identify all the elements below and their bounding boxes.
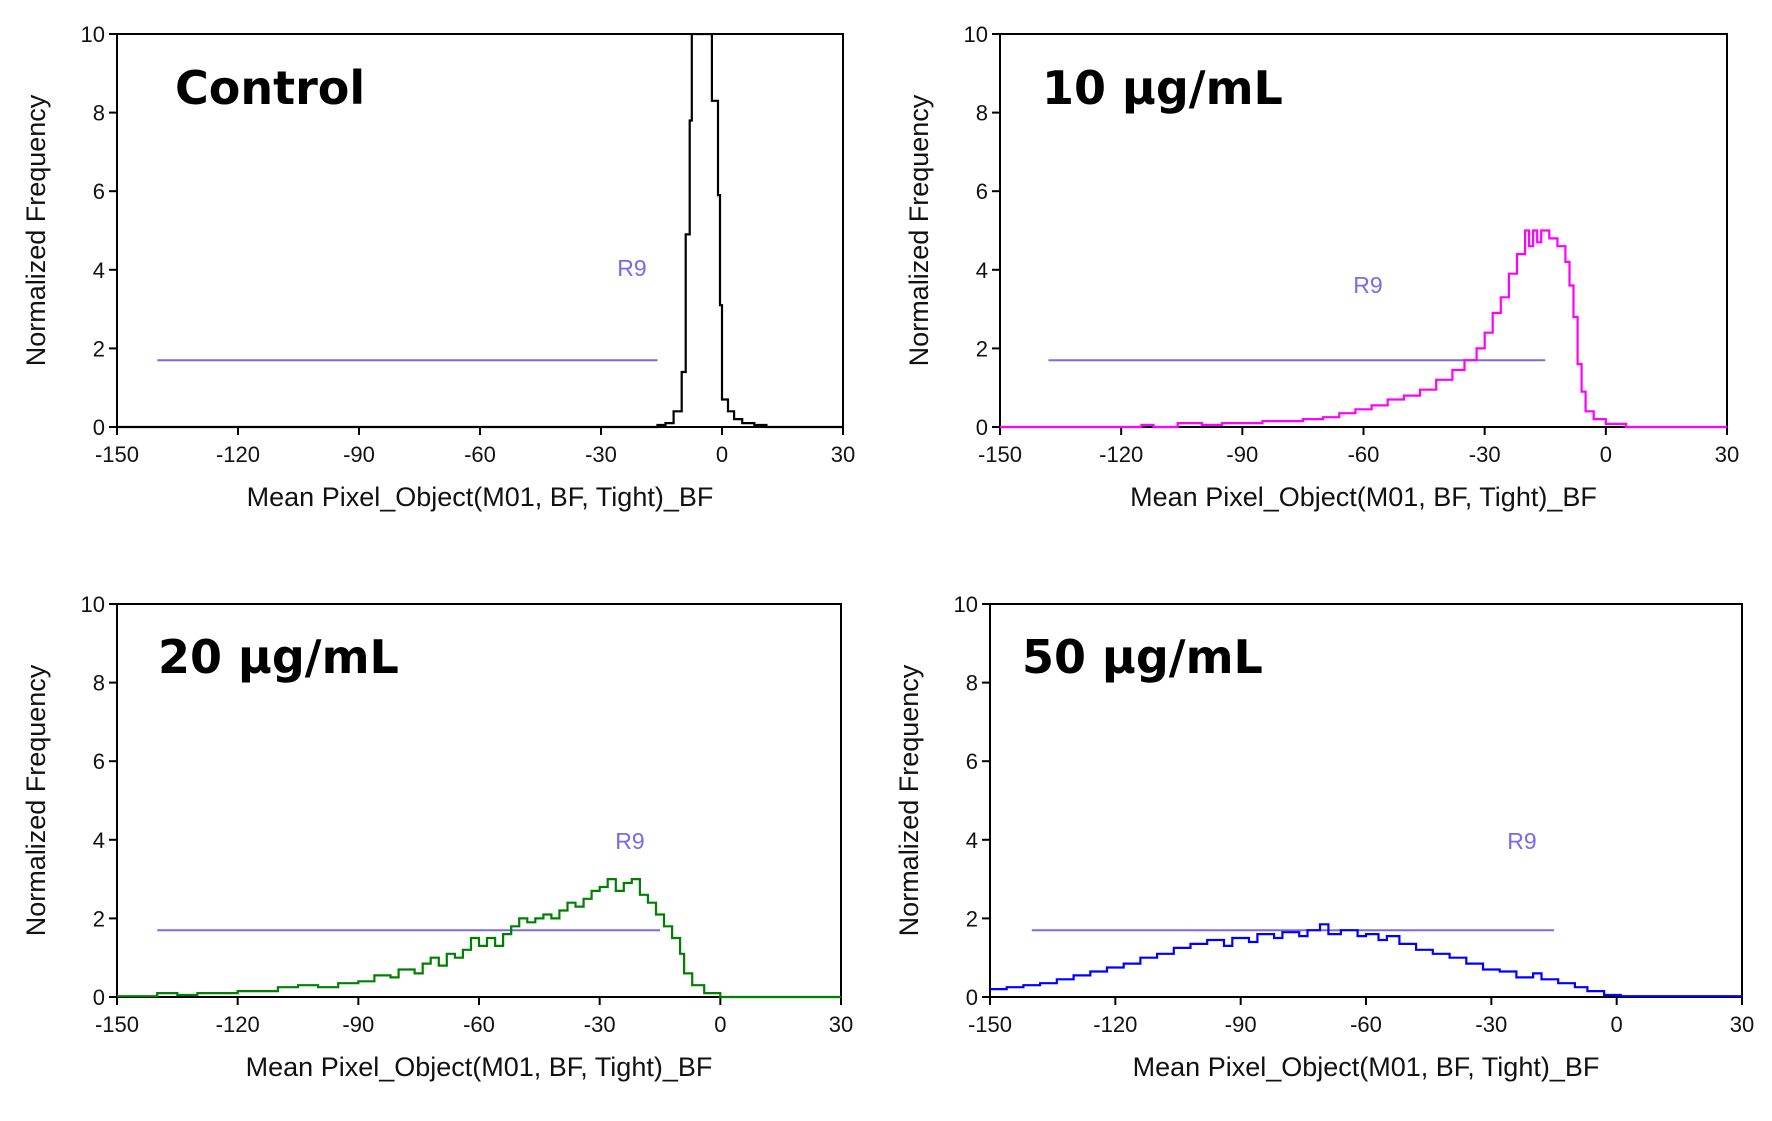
histogram-series <box>990 923 1742 998</box>
y-axis-label: Normalized Frequency <box>894 664 924 936</box>
x-tick-label: -30 <box>585 442 617 467</box>
region-label: R9 <box>1507 828 1536 854</box>
x-tick-label: -60 <box>464 442 496 467</box>
y-tick-label: 6 <box>93 179 105 204</box>
y-tick-label: 8 <box>93 101 105 126</box>
y-tick-label: 10 <box>81 22 105 47</box>
x-tick-label: -150 <box>95 1012 139 1037</box>
x-tick-label: 0 <box>1600 442 1612 467</box>
y-tick-label: 8 <box>966 671 978 696</box>
histogram-series <box>117 877 841 999</box>
x-tick-label: -150 <box>978 442 1022 467</box>
y-tick-label: 6 <box>966 749 978 774</box>
panel-title: Control <box>175 61 365 115</box>
x-tick-label: -90 <box>1225 1012 1257 1037</box>
panel-title: 50 µg/mL <box>1022 630 1263 684</box>
x-tick-label: -30 <box>1469 442 1501 467</box>
histogram-series <box>1000 229 1727 429</box>
x-tick-label: 30 <box>1715 442 1739 467</box>
y-tick-label: 4 <box>93 828 105 853</box>
x-tick-label: 30 <box>831 442 855 467</box>
y-tick-label: 10 <box>81 592 105 617</box>
y-tick-label: 6 <box>976 179 988 204</box>
y-tick-label: 8 <box>93 671 105 696</box>
x-tick-label: 0 <box>714 1012 726 1037</box>
x-tick-label: -90 <box>1226 442 1258 467</box>
y-tick-label: 8 <box>976 101 988 126</box>
y-axis-label: Normalized Frequency <box>21 664 51 936</box>
x-tick-label: -60 <box>1350 1012 1382 1037</box>
y-tick-label: 2 <box>976 336 988 361</box>
y-tick-label: 2 <box>966 906 978 931</box>
y-axis-label: Normalized Frequency <box>904 94 934 366</box>
x-tick-label: -30 <box>584 1012 616 1037</box>
y-tick-label: 10 <box>964 22 988 47</box>
y-tick-label: 4 <box>966 828 978 853</box>
x-axis-label: Mean Pixel_Object(M01, BF, Tight)_BF <box>247 482 714 512</box>
y-tick-label: 6 <box>93 749 105 774</box>
panel-title: 10 µg/mL <box>1042 61 1283 115</box>
x-tick-label: 30 <box>829 1012 853 1037</box>
x-tick-label: -120 <box>216 1012 260 1037</box>
x-tick-label: -90 <box>342 1012 374 1037</box>
panel-control: 0 2 4 6 8 10 -150 -120 -90 -60 -30 0 30 Mean Pixel_Ob… <box>21 22 855 512</box>
x-tick-label: -60 <box>463 1012 495 1037</box>
x-axis-label: Mean Pixel_Object(M01, BF, Tight)_BF <box>246 1052 713 1082</box>
x-tick-label: -30 <box>1475 1012 1507 1037</box>
y-tick-label: 0 <box>966 985 978 1010</box>
y-axis-label: Normalized Frequency <box>21 94 51 366</box>
panel-20-ug-ml: 0 2 4 6 8 10 -150 -120 -90 -60 -30 0 30 Mean Pixel_Ob… <box>21 592 853 1082</box>
y-tick-label: 10 <box>954 592 978 617</box>
y-tick-label: 4 <box>976 258 988 283</box>
x-tick-label: -60 <box>1348 442 1380 467</box>
histogram-series <box>117 34 843 429</box>
y-tick-label: 4 <box>93 258 105 283</box>
y-tick-label: 0 <box>93 415 105 440</box>
region-label: R9 <box>617 255 646 281</box>
x-tick-label: 0 <box>1611 1012 1623 1037</box>
y-tick-label: 0 <box>976 415 988 440</box>
x-tick-label: 30 <box>1730 1012 1754 1037</box>
x-tick-label: -120 <box>216 442 260 467</box>
x-tick-label: -120 <box>1093 1012 1137 1037</box>
y-tick-label: 2 <box>93 336 105 361</box>
y-tick-label: 2 <box>93 906 105 931</box>
x-tick-label: -120 <box>1099 442 1143 467</box>
x-tick-label: -150 <box>968 1012 1012 1037</box>
x-axis-label: Mean Pixel_Object(M01, BF, Tight)_BF <box>1130 482 1597 512</box>
region-label: R9 <box>615 828 644 854</box>
x-axis-label: Mean Pixel_Object(M01, BF, Tight)_BF <box>1133 1052 1600 1082</box>
panel-10-ug-ml: 0 2 4 6 8 10 -150 -120 -90 -60 -30 0 30 Mean Pixel_Ob… <box>904 22 1739 512</box>
region-label: R9 <box>1353 272 1382 298</box>
x-tick-label: -150 <box>95 442 139 467</box>
panel-title: 20 µg/mL <box>158 630 399 684</box>
panel-50-ug-ml: 0 2 4 6 8 10 -150 -120 -90 -60 -30 0 30 Mean Pixel_Ob… <box>894 592 1754 1082</box>
x-tick-label: -90 <box>343 442 375 467</box>
x-tick-label: 0 <box>716 442 728 467</box>
y-tick-label: 0 <box>93 985 105 1010</box>
